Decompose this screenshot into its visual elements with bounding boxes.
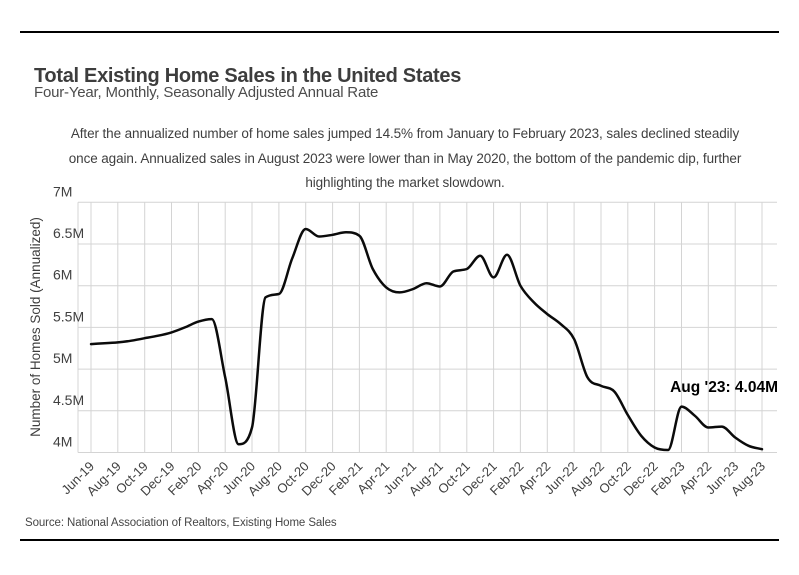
y-axis-title: Number of Homes Sold (Annualized) bbox=[28, 217, 43, 437]
chart-title: Total Existing Home Sales in the United … bbox=[34, 65, 462, 88]
y-tick-label: 5M bbox=[53, 350, 72, 366]
y-tick-label: 6M bbox=[53, 267, 72, 283]
chart-subtitle: Four-Year, Monthly, Seasonally Adjusted … bbox=[34, 84, 379, 101]
source-line: Source: National Association of Realtors… bbox=[25, 517, 337, 529]
y-tick-label: 7M bbox=[53, 183, 72, 199]
top-divider bbox=[20, 31, 779, 33]
chart-note: After the annualized number of home sale… bbox=[55, 122, 755, 196]
y-tick-label: 4.5M bbox=[53, 392, 84, 408]
sales-line-series bbox=[89, 227, 764, 452]
note-line-1: After the annualized number of home sale… bbox=[70, 126, 740, 141]
note-line-2: once again. Annualized sales in August 2… bbox=[68, 150, 742, 166]
y-tick-label: 6.5M bbox=[53, 225, 84, 241]
y-tick-label: 4M bbox=[53, 434, 72, 450]
last-point-annotation: Aug '23: 4.04M bbox=[670, 379, 778, 396]
note-line-3: highlighting the market slowdown. bbox=[305, 175, 505, 190]
y-tick-label: 5.5M bbox=[53, 308, 84, 324]
bottom-divider bbox=[20, 539, 779, 541]
